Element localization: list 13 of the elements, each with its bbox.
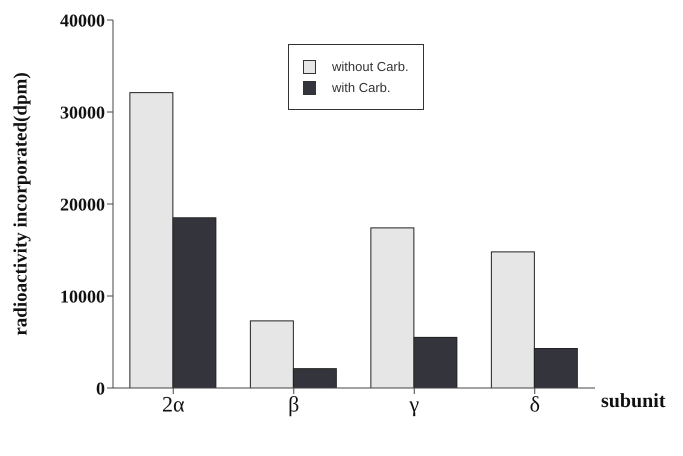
y-tick-label: 0 [96, 378, 105, 398]
x-tick-label: δ [530, 392, 540, 417]
x-tick-label: γ [408, 392, 420, 417]
legend-label: with Carb. [332, 80, 391, 95]
y-axis-title: radioactivity incorporated(dpm) [10, 72, 32, 336]
x-axis-title: subunit [601, 390, 666, 412]
x-tick-label: 2α [162, 392, 185, 417]
y-tick-label: 20000 [60, 194, 105, 214]
y-tick-label: 10000 [60, 286, 105, 306]
legend-label: without Carb. [332, 59, 409, 74]
y-tick-label: 40000 [60, 10, 105, 30]
y-tick-label: 30000 [60, 102, 105, 122]
x-tick-label: β [288, 392, 300, 417]
